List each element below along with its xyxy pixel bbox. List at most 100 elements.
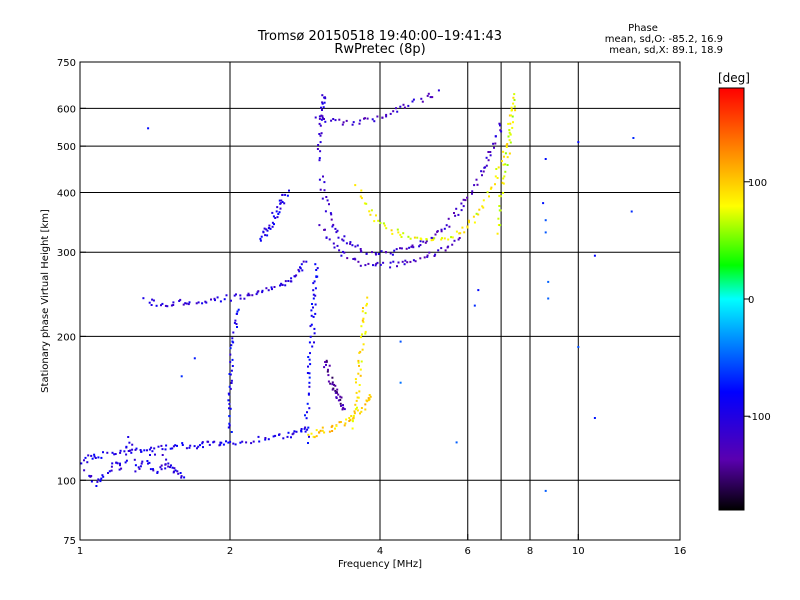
data-point: [498, 122, 501, 125]
data-point: [343, 251, 346, 254]
y-tick-labels: 75 100 200 300 400 500 600 750: [57, 58, 86, 547]
data-point: [450, 236, 453, 239]
data-point: [201, 442, 204, 445]
data-point: [130, 451, 133, 454]
data-point: [357, 372, 360, 375]
data-point: [284, 193, 287, 196]
data-point: [511, 126, 514, 129]
data-point: [308, 376, 311, 379]
data-point: [385, 227, 388, 230]
data-point: [453, 239, 456, 242]
data-point: [299, 267, 302, 270]
data-point: [431, 96, 434, 99]
data-point: [366, 296, 369, 299]
data-point: [312, 297, 315, 300]
data-point: [360, 410, 363, 413]
data-point: [110, 469, 113, 472]
data-point: [239, 294, 242, 297]
data-point: [334, 427, 336, 430]
data-point: [364, 408, 367, 411]
data-point: [308, 435, 310, 438]
data-point: [455, 230, 458, 233]
data-point: [256, 291, 259, 294]
data-point: [90, 475, 93, 477]
data-point: [111, 462, 114, 465]
data-point: [230, 299, 232, 302]
data-point: [473, 304, 476, 307]
data-point: [360, 189, 363, 192]
data-point: [502, 182, 505, 185]
data-point: [391, 253, 394, 256]
data-point: [375, 262, 378, 265]
data-point: [318, 133, 321, 135]
data-point: [316, 148, 319, 150]
data-point: [336, 229, 339, 232]
data-point: [365, 304, 368, 307]
data-point: [318, 178, 321, 181]
data-point: [84, 456, 87, 459]
data-point: [357, 396, 360, 399]
data-point: [397, 231, 400, 234]
data-point: [397, 261, 400, 264]
data-point: [340, 254, 343, 257]
data-point: [337, 236, 340, 239]
data-point: [359, 412, 361, 415]
data-point: [310, 309, 313, 312]
data-point: [462, 198, 465, 201]
data-point: [501, 160, 503, 163]
data-point: [458, 237, 461, 239]
data-point: [510, 106, 513, 109]
data-point: [328, 430, 331, 433]
data-point: [354, 378, 357, 381]
data-point: [512, 96, 515, 99]
y-tick-label: 600: [57, 104, 76, 115]
data-point: [176, 444, 178, 447]
data-point: [410, 245, 413, 248]
data-point: [164, 467, 167, 470]
data-point: [306, 402, 309, 405]
data-point: [358, 351, 361, 354]
data-point: [375, 214, 377, 217]
data-point: [148, 461, 151, 464]
data-point: [440, 238, 443, 241]
data-point: [228, 385, 231, 388]
x-tick-label: 6: [465, 546, 471, 557]
data-point: [361, 319, 364, 322]
data-point: [108, 470, 111, 473]
data-point: [278, 199, 281, 202]
data-point: [395, 248, 398, 251]
data-point: [478, 208, 481, 211]
data-point: [497, 166, 500, 169]
data-point: [101, 474, 104, 477]
data-point: [307, 356, 310, 358]
data-point: [83, 459, 85, 462]
data-point: [377, 219, 380, 222]
data-point: [208, 443, 211, 446]
data-point: [119, 462, 121, 465]
data-point: [342, 121, 345, 124]
data-point: [445, 224, 448, 227]
data-point: [351, 123, 354, 126]
data-point: [86, 461, 89, 464]
data-point: [511, 109, 513, 111]
data-point: [447, 245, 450, 248]
data-point: [324, 228, 326, 231]
data-point: [498, 194, 501, 197]
data-point: [231, 365, 234, 367]
data-point: [157, 445, 160, 448]
data-point: [102, 475, 105, 478]
data-point: [405, 247, 408, 250]
data-point: [436, 230, 439, 233]
data-point: [346, 257, 349, 260]
data-point: [265, 287, 268, 290]
data-point: [228, 403, 231, 405]
data-point: [281, 194, 284, 196]
data-point: [274, 434, 277, 437]
data-point: [171, 447, 174, 450]
data-point: [169, 466, 171, 469]
data-point: [308, 385, 311, 388]
data-point: [277, 213, 280, 215]
data-point: [327, 368, 329, 371]
data-point: [331, 376, 334, 379]
data-point: [166, 305, 169, 308]
